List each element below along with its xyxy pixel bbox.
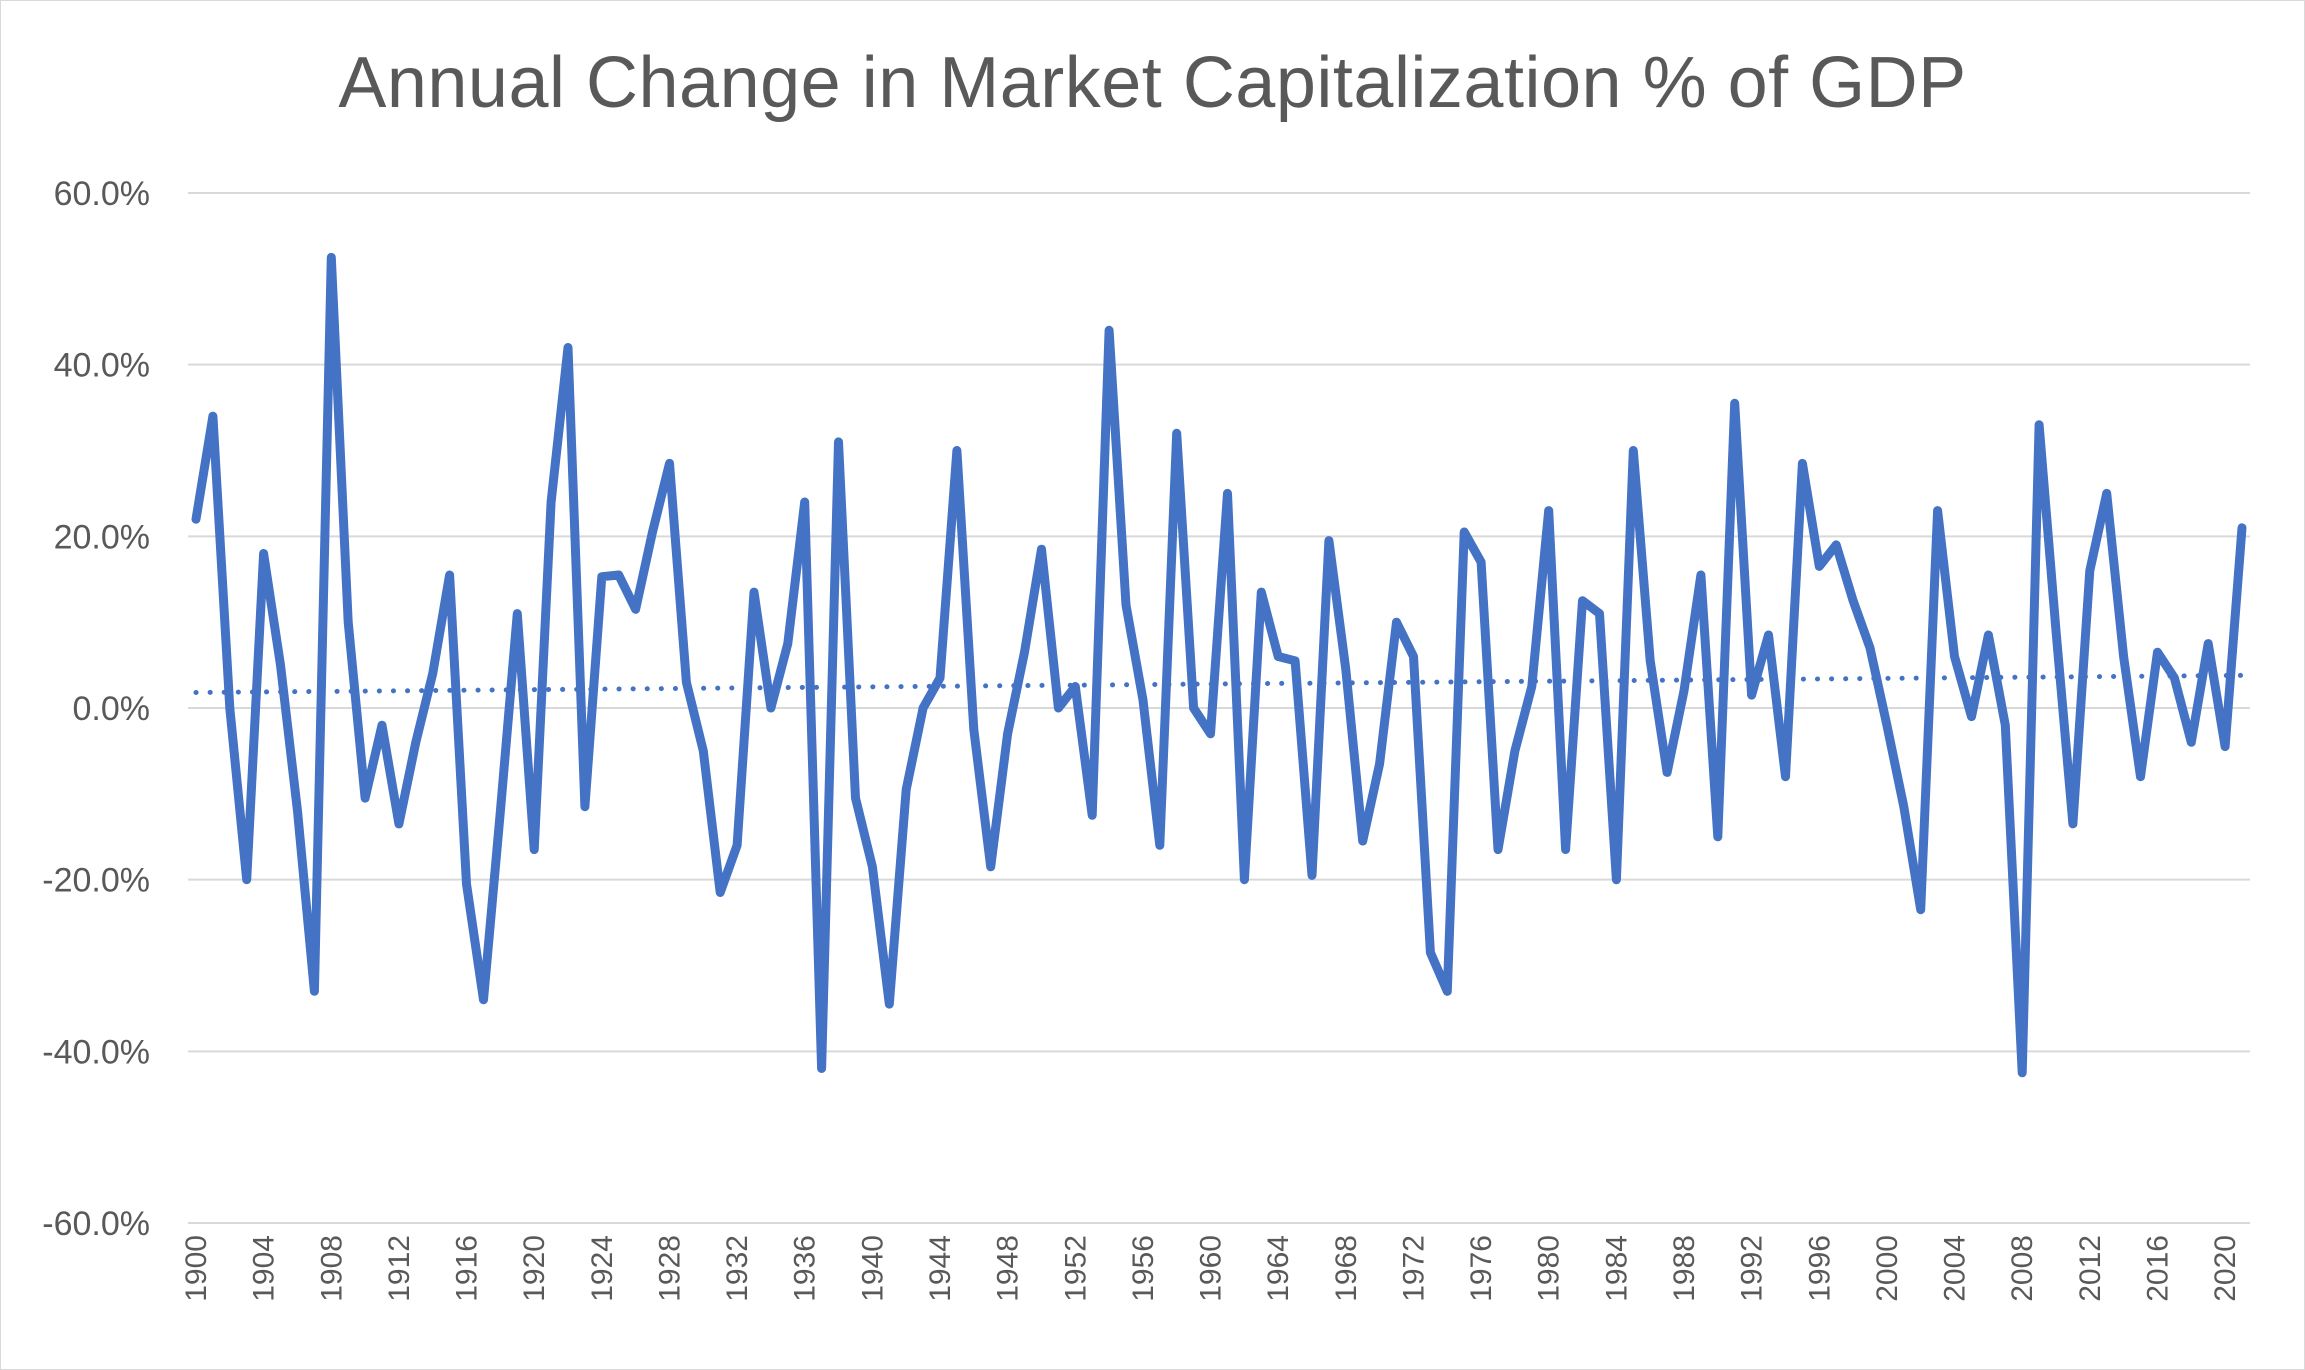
x-tick-label: 1928 (653, 1235, 686, 1302)
x-tick-label: 1904 (248, 1235, 281, 1302)
y-tick-label: -60.0% (42, 1205, 150, 1243)
annual-change-series (191, 252, 2247, 1078)
x-tick-label: 1940 (856, 1235, 889, 1302)
y-tick-label: 20.0% (54, 518, 150, 556)
plot-area (191, 252, 2247, 1078)
y-tick-label: 0.0% (73, 690, 151, 728)
x-tick-label: 2016 (2141, 1235, 2174, 1302)
x-tick-label: 1900 (180, 1235, 213, 1302)
x-tick-label: 1924 (586, 1235, 619, 1302)
x-tick-label: 2000 (1871, 1235, 1904, 1302)
y-tick-label: -20.0% (42, 862, 150, 900)
x-tick-label: 2004 (1939, 1235, 1972, 1302)
x-tick-label: 1908 (315, 1235, 348, 1302)
x-tick-label: 2012 (2074, 1235, 2107, 1302)
y-tick-label: -40.0% (42, 1033, 150, 1071)
x-tick-label: 1936 (789, 1235, 822, 1302)
x-tick-label: 1932 (721, 1235, 754, 1302)
x-tick-label: 1988 (1668, 1235, 1701, 1302)
x-tick-label: 1980 (1533, 1235, 1566, 1302)
x-tick-label: 1944 (924, 1235, 957, 1302)
trendline-series (193, 672, 2245, 695)
y-axis-ticks: 60.0% 40.0% 20.0% 0.0% -20.0% -40.0% -60.0% (42, 175, 150, 1243)
x-tick-label: 1968 (1330, 1235, 1363, 1302)
x-axis-ticks: 1900 1904 1908 1912 1916 1920 1924 1928 1932 1936… (180, 1235, 2242, 1302)
x-tick-label: 1992 (1736, 1235, 1769, 1302)
x-tick-label: 1956 (1127, 1235, 1160, 1302)
gridlines (188, 192, 2250, 1224)
x-tick-label: 2008 (2006, 1235, 2039, 1302)
x-tick-label: 2020 (2209, 1235, 2242, 1302)
x-tick-label: 1984 (1600, 1235, 1633, 1302)
y-tick-label: 40.0% (54, 347, 150, 385)
x-tick-label: 1964 (1262, 1235, 1295, 1302)
x-tick-label: 1916 (451, 1235, 484, 1302)
chart-title: Annual Change in Market Capitalization %… (338, 43, 1967, 123)
x-tick-label: 1948 (992, 1235, 1025, 1302)
x-tick-label: 1920 (518, 1235, 551, 1302)
x-tick-label: 1972 (1397, 1235, 1430, 1302)
x-tick-label: 1952 (1059, 1235, 1092, 1302)
x-tick-label: 1996 (1803, 1235, 1836, 1302)
y-tick-label: 60.0% (54, 175, 150, 213)
x-tick-label: 1960 (1195, 1235, 1228, 1302)
x-tick-label: 1912 (383, 1235, 416, 1302)
x-tick-label: 1976 (1465, 1235, 1498, 1302)
